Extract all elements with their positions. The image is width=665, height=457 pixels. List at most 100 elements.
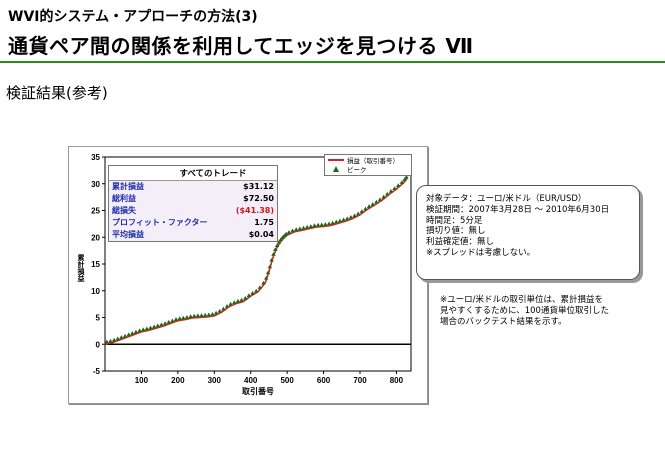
peak-marker [253, 288, 259, 293]
chart-legend: 損益（取引番号） ピーク [324, 154, 412, 176]
x-tick-label: 200 [171, 376, 185, 385]
peak-marker [202, 312, 208, 317]
peak-marker [304, 224, 310, 229]
peak-marker [141, 327, 146, 332]
peak-marker [228, 301, 233, 306]
stats-label: 総損失 [112, 206, 136, 215]
peak-marker [319, 222, 324, 227]
peak-marker [224, 303, 230, 308]
y-tick-label: 5 [96, 314, 101, 323]
peak-marker [267, 264, 273, 269]
peak-marker [111, 337, 117, 342]
peak-marker [188, 314, 193, 319]
info-line: 時間足：5分足 [426, 215, 483, 226]
page-title: 通貨ペア間の関係を利用してエッジを見つける Ⅶ [8, 34, 474, 58]
legend-item-peak: ピーク [325, 164, 411, 174]
stats-label: 平均損益 [112, 230, 144, 239]
peak-marker [173, 317, 179, 321]
peak-marker [177, 316, 182, 321]
peak-marker [119, 335, 124, 339]
peak-marker [315, 222, 321, 227]
peak-marker [221, 306, 226, 311]
peak-marker [326, 221, 332, 226]
peak-marker [232, 300, 237, 304]
y-tick-label: 30 [91, 180, 100, 189]
stats-label: プロフィット・ファクター [112, 218, 208, 227]
peak-marker [166, 319, 171, 324]
peak-marker [192, 313, 197, 318]
peak-marker [257, 285, 263, 290]
x-tick-label: 700 [353, 376, 367, 385]
peak-marker [323, 222, 328, 226]
peak-marker [345, 216, 350, 221]
stats-value: ($41.38) [235, 206, 274, 215]
peak-marker [352, 213, 357, 218]
peak-marker [341, 217, 346, 222]
stats-row-2: 総損失 ($41.38) [109, 205, 277, 217]
peak-marker [184, 315, 190, 319]
peak-marker [359, 209, 365, 214]
peak-marker [334, 219, 339, 224]
info-line: 利益確定値：無し [426, 237, 495, 248]
peak-marker [250, 290, 255, 295]
line-swatch [328, 158, 344, 161]
peak-marker [337, 218, 343, 223]
peak-marker [263, 275, 269, 280]
peak-marker [159, 322, 164, 327]
x-tick-label: 400 [244, 376, 258, 385]
x-tick-label: 500 [280, 376, 294, 385]
peak-marker [297, 226, 303, 231]
peak-marker [126, 332, 131, 337]
peak-marker [151, 324, 157, 329]
stats-value: $72.50 [243, 194, 274, 203]
peak-marker [290, 228, 295, 233]
peak-marker [213, 310, 219, 315]
stats-row-0: 累計損益 $31.12 [109, 181, 277, 193]
peak-marker [217, 308, 222, 313]
peak-marker [104, 339, 110, 344]
peak-marker [396, 183, 401, 188]
stats-value: 1.75 [254, 218, 274, 227]
peak-marker [274, 243, 280, 248]
peak-marker [402, 177, 407, 182]
info-callout: 対象データ：ユーロ/米ドル（EUR/USD） 検証期間：2007年3月28日 ～… [416, 185, 640, 280]
peak-marker [363, 206, 368, 211]
x-tick-label: 600 [317, 376, 331, 385]
peak-marker [144, 326, 150, 331]
y-tick-label: 25 [91, 207, 100, 216]
peak-marker [286, 230, 292, 234]
peak-marker [122, 333, 128, 338]
page-subtitle: WVI的システム・アプローチの方法(3) [8, 9, 258, 25]
peak-marker [265, 270, 271, 275]
peak-marker [301, 225, 306, 230]
peak-marker [366, 204, 372, 208]
stats-table: すべてのトレード 累計損益 $31.12 総利益 $72.50 総損失 ($41… [108, 165, 278, 242]
note-line: 見やすくするために、100通貨単位取引した [440, 306, 609, 316]
y-axis-label: 累計損益 [77, 253, 86, 283]
peak-marker [155, 323, 161, 328]
peak-marker [133, 329, 139, 334]
peak-marker [276, 240, 282, 244]
peak-marker [115, 336, 120, 341]
peak-marker [239, 297, 244, 302]
stats-row-1: 総利益 $72.50 [109, 193, 277, 205]
peak-marker [243, 295, 248, 300]
stats-row-4: 平均損益 $0.04 [109, 229, 277, 241]
peak-marker [181, 315, 186, 320]
x-axis-label: 取引番号 [242, 386, 274, 396]
peak-marker [388, 188, 394, 193]
y-tick-label: 0 [96, 340, 101, 349]
legend-line-label: 損益（取引番号） [347, 156, 399, 165]
y-tick-label: 35 [91, 153, 100, 162]
info-line: 対象データ：ユーロ/米ドル（EUR/USD） [426, 194, 587, 204]
peak-marker [374, 199, 379, 204]
note-line: ※ユーロ/米ドルの取引単位は、累計損益を [440, 295, 603, 305]
y-tick-label: 15 [91, 260, 100, 269]
triangle-icon [333, 165, 339, 172]
peak-marker [348, 214, 354, 219]
peak-marker [278, 237, 283, 242]
y-tick-label: 10 [91, 287, 100, 296]
x-tick-label: 100 [135, 376, 149, 385]
peak-marker [195, 313, 201, 318]
stats-label: 総利益 [112, 194, 136, 203]
